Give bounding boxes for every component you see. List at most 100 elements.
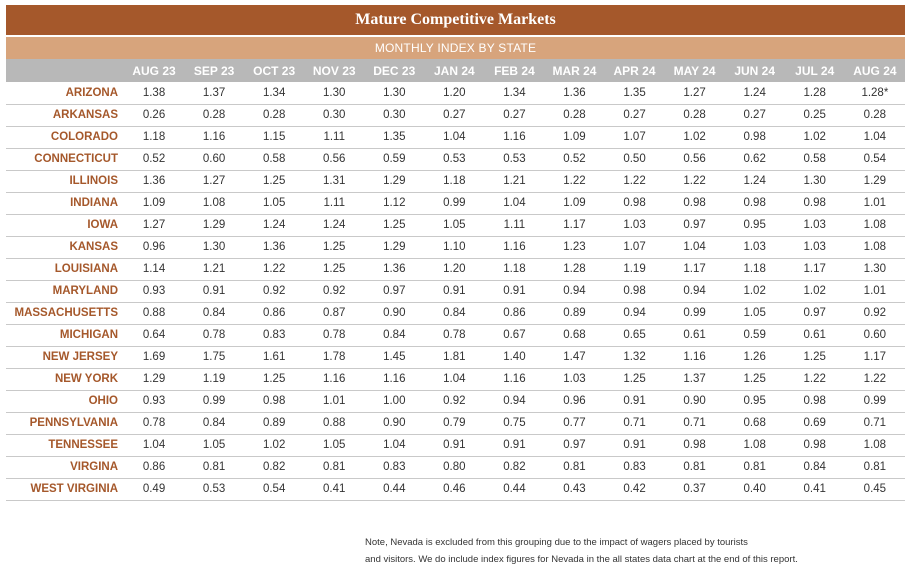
index-value-cell: 0.91 bbox=[484, 280, 545, 303]
index-value-cell: 0.97 bbox=[544, 434, 605, 457]
index-value-cell: 0.41 bbox=[304, 478, 365, 501]
index-value-cell: 1.16 bbox=[304, 368, 365, 391]
index-value-cell: 0.45 bbox=[844, 478, 905, 501]
index-value-cell: 0.84 bbox=[424, 302, 485, 325]
index-value-cell: 0.71 bbox=[844, 412, 905, 435]
index-value-cell: 0.54 bbox=[244, 478, 305, 501]
index-value-cell: 1.29 bbox=[184, 214, 245, 237]
index-value-cell: 1.27 bbox=[664, 82, 725, 105]
index-value-cell: 1.08 bbox=[184, 192, 245, 215]
index-value-cell: 0.96 bbox=[544, 390, 605, 413]
index-value-cell: 1.04 bbox=[664, 236, 725, 259]
index-value-cell: 1.16 bbox=[484, 126, 545, 149]
index-value-cell: 0.78 bbox=[184, 324, 245, 347]
index-value-cell: 1.02 bbox=[664, 126, 725, 149]
index-value-cell: 0.54 bbox=[844, 148, 905, 171]
table-row: TENNESSEE 1.04 1.05 1.02 1.05 1.04 0.91 0.91 0.9… bbox=[6, 434, 905, 457]
index-value-cell: 0.88 bbox=[304, 412, 365, 435]
table-body: ARIZONA 1.38 1.37 1.34 1.30 1.30 1.20 1.34 1.36 1… bbox=[6, 82, 905, 501]
index-value-cell: 0.53 bbox=[484, 148, 545, 171]
index-value-cell: 0.78 bbox=[424, 324, 485, 347]
state-name: IOWA bbox=[6, 214, 124, 237]
index-value-cell: 0.68 bbox=[544, 324, 605, 347]
index-value-cell: 1.29 bbox=[124, 368, 185, 391]
index-value-cell: 1.09 bbox=[544, 192, 605, 215]
index-value-cell: 0.94 bbox=[484, 390, 545, 413]
index-value-cell: 1.81 bbox=[424, 346, 485, 369]
index-value-cell: 0.88 bbox=[124, 302, 185, 325]
index-value-cell: 0.43 bbox=[544, 478, 605, 501]
index-value-cell: 1.02 bbox=[244, 434, 305, 457]
table-row: NEW YORK 1.29 1.19 1.25 1.16 1.16 1.04 1.16 1.03… bbox=[6, 368, 905, 391]
monthly-index-table: AUG 23 SEP 23 OCT 23 NOV 23 DEC 23 JAN 24 FEB … bbox=[6, 59, 905, 501]
index-value-cell: 1.03 bbox=[544, 368, 605, 391]
index-value-cell: 1.07 bbox=[604, 126, 665, 149]
index-value-cell: 1.23 bbox=[544, 236, 605, 259]
index-value-cell: 1.30 bbox=[184, 236, 245, 259]
header-row: AUG 23 SEP 23 OCT 23 NOV 23 DEC 23 JAN 24 FEB … bbox=[6, 59, 905, 82]
index-value-cell: 1.22 bbox=[244, 258, 305, 281]
index-value-cell: 1.37 bbox=[184, 82, 245, 105]
index-value-cell: 1.01 bbox=[304, 390, 365, 413]
index-value-cell: 1.08 bbox=[844, 236, 905, 259]
index-value-cell: 0.28 bbox=[664, 104, 725, 127]
index-value-cell: 1.03 bbox=[784, 236, 845, 259]
index-value-cell: 1.11 bbox=[304, 192, 365, 215]
table-subtitle: MONTHLY INDEX BY STATE bbox=[6, 37, 905, 59]
index-value-cell: 0.83 bbox=[604, 456, 665, 479]
index-value-cell: 0.27 bbox=[484, 104, 545, 127]
index-value-cell: 1.01 bbox=[844, 192, 905, 215]
index-value-cell: 0.40 bbox=[724, 478, 785, 501]
index-value-cell: 0.44 bbox=[364, 478, 425, 501]
index-value-cell: 1.04 bbox=[424, 126, 485, 149]
index-value-cell: 0.64 bbox=[124, 324, 185, 347]
index-value-cell: 0.86 bbox=[124, 456, 185, 479]
index-value-cell: 1.10 bbox=[424, 236, 485, 259]
table-row: MARYLAND 0.93 0.91 0.92 0.92 0.97 0.91 0.91 0.94… bbox=[6, 280, 905, 303]
index-value-cell: 1.17 bbox=[844, 346, 905, 369]
month-header: MAY 24 bbox=[673, 63, 716, 78]
state-name: TENNESSEE bbox=[6, 434, 124, 457]
index-value-cell: 1.08 bbox=[844, 434, 905, 457]
index-value-cell: 0.60 bbox=[184, 148, 245, 171]
table-row: IOWA 1.27 1.29 1.24 1.24 1.25 1.05 1.11 1.17 1.03… bbox=[6, 214, 905, 237]
index-value-cell: 1.36 bbox=[124, 170, 185, 193]
table-row: COLORADO 1.18 1.16 1.15 1.11 1.35 1.04 1.16 1.09… bbox=[6, 126, 905, 149]
index-value-cell: 1.17 bbox=[664, 258, 725, 281]
index-value-cell: 1.18 bbox=[724, 258, 785, 281]
index-value-cell: 1.29 bbox=[364, 236, 425, 259]
month-header: MAR 24 bbox=[552, 63, 597, 78]
index-value-cell: 1.25 bbox=[724, 368, 785, 391]
index-value-cell: 1.03 bbox=[784, 214, 845, 237]
index-value-cell: 1.34 bbox=[244, 82, 305, 105]
index-value-cell: 0.56 bbox=[304, 148, 365, 171]
index-value-cell: 0.50 bbox=[604, 148, 665, 171]
index-value-cell: 0.44 bbox=[484, 478, 545, 501]
month-header: SEP 23 bbox=[193, 63, 235, 78]
index-value-cell: 0.28 bbox=[844, 104, 905, 127]
index-value-cell: 1.30 bbox=[844, 258, 905, 281]
index-value-cell: 0.99 bbox=[424, 192, 485, 215]
index-value-cell: 1.29 bbox=[364, 170, 425, 193]
index-value-cell: 1.05 bbox=[244, 192, 305, 215]
table-row: INDIANA 1.09 1.08 1.05 1.11 1.12 0.99 1.04 1.09 0… bbox=[6, 192, 905, 215]
index-value-cell: 0.98 bbox=[724, 126, 785, 149]
month-header: APR 24 bbox=[613, 63, 656, 78]
index-value-cell: 1.36 bbox=[244, 236, 305, 259]
index-value-cell: 0.81 bbox=[304, 456, 365, 479]
index-value-cell: 1.01 bbox=[844, 280, 905, 303]
index-value-cell: 0.69 bbox=[784, 412, 845, 435]
table-row: KANSAS 0.96 1.30 1.36 1.25 1.29 1.10 1.16 1.23 1.… bbox=[6, 236, 905, 259]
index-value-cell: 0.81 bbox=[184, 456, 245, 479]
index-value-cell: 1.08 bbox=[844, 214, 905, 237]
month-header: JUL 24 bbox=[795, 63, 835, 78]
month-header: DEC 23 bbox=[373, 63, 416, 78]
index-value-cell: 0.42 bbox=[604, 478, 665, 501]
index-value-cell: 1.04 bbox=[844, 126, 905, 149]
index-value-cell: 1.47 bbox=[544, 346, 605, 369]
index-value-cell: 1.02 bbox=[784, 280, 845, 303]
index-value-cell: 1.02 bbox=[784, 126, 845, 149]
month-header: OCT 23 bbox=[253, 63, 296, 78]
footnote-line-2: and visitors. We do include index figure… bbox=[365, 554, 798, 565]
index-value-cell: 1.18 bbox=[124, 126, 185, 149]
